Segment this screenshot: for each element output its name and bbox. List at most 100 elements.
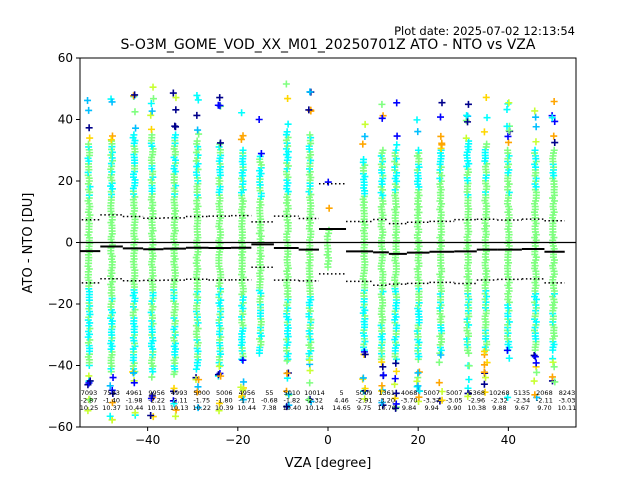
bin-stat-label: -2.11 xyxy=(536,397,553,405)
y-axis: −60 −40 −20 0 20 40 60 xyxy=(48,51,80,434)
outlier-point xyxy=(285,390,293,398)
outlier-point xyxy=(283,357,291,365)
outlier-point xyxy=(464,118,472,126)
y-tick-label: 20 xyxy=(58,174,73,188)
outlier-point xyxy=(194,126,202,134)
bin-stat-label: -2.32 xyxy=(306,397,323,405)
bin-stat-label: 10268 xyxy=(489,389,510,397)
outlier-point xyxy=(171,122,179,130)
outlier-point xyxy=(215,399,223,407)
bin-stat-label: -1.71 xyxy=(238,397,255,405)
outlier-point xyxy=(414,128,422,136)
bin-stat-label: 14.65 xyxy=(332,404,351,412)
bin-stat-label: -2.87 xyxy=(81,397,98,405)
bin-stat-label: 10.14 xyxy=(305,404,324,412)
bin-stat-label: 5007 xyxy=(423,389,440,397)
outlier-point xyxy=(108,386,116,394)
outlier-point xyxy=(109,374,117,382)
bin-stat-label: 10.38 xyxy=(467,404,486,412)
outlier-point xyxy=(283,369,291,377)
bin-stat-label: 5368 xyxy=(469,389,486,397)
outlier-point xyxy=(531,391,539,399)
bin-stat-label: 10.11 xyxy=(558,404,577,412)
bin-stat-label: 55 xyxy=(265,389,273,397)
outlier-point xyxy=(435,358,443,366)
outlier-point xyxy=(361,120,369,128)
y-tick-label: −40 xyxy=(48,359,73,373)
bin-stat-label: 10.11 xyxy=(147,404,166,412)
outlier-point xyxy=(532,359,540,367)
bin-stat-label: 5009 xyxy=(356,389,373,397)
data-point xyxy=(193,137,201,145)
outlier-point xyxy=(172,106,180,114)
bin-stat-label: 9.75 xyxy=(357,404,371,412)
bin-stat-label: -1.82 xyxy=(284,397,301,405)
y-tick-label: 40 xyxy=(58,113,73,127)
outlier-point xyxy=(132,124,140,132)
outlier-point xyxy=(392,367,400,375)
outlier-point xyxy=(108,399,116,407)
outlier-point xyxy=(192,365,200,373)
outlier-point xyxy=(240,378,248,386)
outlier-point xyxy=(505,354,513,362)
outlier-point xyxy=(437,113,445,121)
outlier-point xyxy=(415,393,423,401)
bin-stat-label: 8243 xyxy=(559,389,576,397)
outlier-point xyxy=(414,369,422,377)
bin-stat-label: 10.25 xyxy=(80,404,99,412)
bin-stat-label: 10.13 xyxy=(170,404,189,412)
outlier-point xyxy=(169,89,177,97)
bin-stat-label: -1.80 xyxy=(216,397,233,405)
outlier-point xyxy=(306,367,314,375)
plot-date-label: Plot date: 2025-07-02 12:13:54 xyxy=(394,24,575,38)
outlier-point xyxy=(131,108,139,116)
bin-stat-label: -2.22 xyxy=(148,397,165,405)
bin-stat-label: 4068 xyxy=(401,389,418,397)
outlier-point xyxy=(131,409,139,417)
bin-stat-label: 10.44 xyxy=(125,404,144,412)
outlier-point xyxy=(462,134,470,142)
scatter-points xyxy=(84,80,559,424)
outlier-point xyxy=(325,204,333,212)
outlier-point xyxy=(532,138,540,146)
bin-stat-label: -2.91 xyxy=(356,397,373,405)
data-point xyxy=(504,146,512,154)
outlier-point xyxy=(130,379,138,387)
bin-stat-label: -3.03 xyxy=(559,397,576,405)
outlier-point xyxy=(483,114,491,122)
outlier-point xyxy=(147,99,155,107)
bin-stat-label: -2.96 xyxy=(468,397,485,405)
outlier-point xyxy=(284,95,292,103)
outlier-point xyxy=(86,134,94,142)
outlier-point xyxy=(504,100,512,108)
outlier-point xyxy=(195,130,203,138)
outlier-point xyxy=(107,136,115,144)
outlier-point xyxy=(148,373,156,381)
bin-stat-label: -3.05 xyxy=(446,397,463,405)
outlier-point xyxy=(437,351,445,359)
outlier-point xyxy=(148,107,156,115)
outlier-point xyxy=(551,117,559,125)
outlier-point xyxy=(216,94,224,102)
bin-stat-label: -0.68 xyxy=(261,397,278,405)
bin-stat-label: 9.90 xyxy=(447,404,461,412)
outlier-point xyxy=(149,83,157,91)
outlier-point xyxy=(108,132,116,140)
outlier-point xyxy=(378,100,386,108)
outlier-point xyxy=(172,412,180,420)
bin-stat-label: 7583 xyxy=(103,389,120,397)
outlier-point xyxy=(172,94,180,102)
bin-stat-label: 2068 xyxy=(536,389,553,397)
outlier-point xyxy=(379,371,387,379)
outlier-point xyxy=(239,356,247,364)
outlier-point xyxy=(480,347,488,355)
bin-stat-label: 9.88 xyxy=(492,404,506,412)
bin-stat-label: 9956 xyxy=(148,389,165,397)
x-tick-label: 0 xyxy=(324,433,332,447)
outlier-point xyxy=(463,111,471,119)
y-tick-label: 0 xyxy=(65,236,73,250)
y-tick-label: −60 xyxy=(48,420,73,434)
outlier-point xyxy=(392,359,400,367)
outlier-point xyxy=(550,132,558,140)
bin-stat-label: 5006 xyxy=(216,389,233,397)
